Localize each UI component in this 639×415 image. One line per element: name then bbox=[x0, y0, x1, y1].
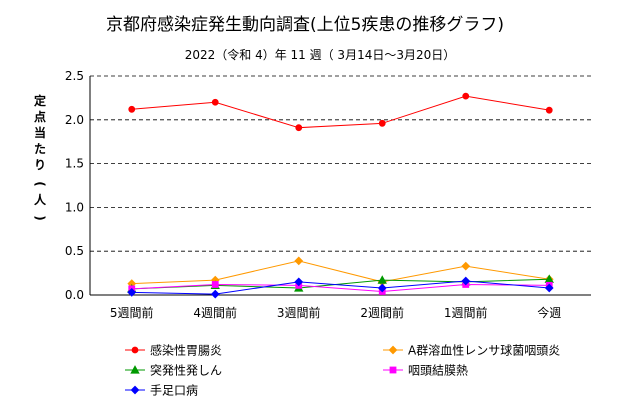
series-line bbox=[131, 260, 550, 285]
y-axis-label-char: 定 bbox=[34, 93, 46, 108]
x-tick-label: 5週間前 bbox=[110, 305, 154, 320]
series-line bbox=[131, 283, 550, 292]
legend-marker bbox=[389, 366, 397, 374]
legend-label: 咽頭結膜熱 bbox=[408, 364, 468, 378]
data-point bbox=[461, 276, 471, 286]
data-point bbox=[461, 261, 471, 271]
y-axis-label-char: 点 bbox=[34, 109, 46, 124]
chart-subtitle: 2022（令和 4）年 11 週（ 3月14日〜3月20日） bbox=[185, 47, 456, 62]
y-axis-label-char: た bbox=[34, 142, 46, 156]
y-axis-label-char: ( bbox=[33, 181, 47, 186]
data-point bbox=[211, 98, 219, 106]
data-point bbox=[294, 277, 304, 287]
legend-label: 突発性発しん bbox=[150, 363, 222, 378]
data-point bbox=[377, 283, 387, 293]
y-tick-label: 1.0 bbox=[65, 200, 84, 214]
data-point bbox=[128, 105, 136, 113]
data-point bbox=[378, 119, 386, 127]
data-point bbox=[294, 256, 304, 266]
series-line bbox=[131, 95, 550, 129]
y-tick-label: 1.5 bbox=[65, 157, 84, 171]
data-point bbox=[295, 124, 303, 132]
y-axis-label-char: 当 bbox=[34, 125, 46, 140]
y-tick-label: 0.0 bbox=[65, 288, 84, 302]
data-point bbox=[127, 288, 137, 297]
y-axis-label-char: 人 bbox=[34, 192, 47, 207]
data-point bbox=[210, 289, 220, 299]
legend-marker bbox=[388, 345, 398, 355]
chart-title: 京都府感染症発生動向調査(上位5疾患の推移グラフ) bbox=[106, 15, 504, 35]
data-point bbox=[545, 106, 553, 114]
legend-label: A群溶血性レンサ球菌咽頭炎 bbox=[408, 343, 560, 358]
x-tick-label: 4週間前 bbox=[193, 305, 237, 320]
series-line bbox=[131, 278, 550, 290]
x-tick-label: 今週 bbox=[537, 305, 561, 320]
data-point bbox=[211, 281, 219, 288]
y-tick-label: 2.0 bbox=[65, 113, 84, 127]
legend-marker bbox=[131, 346, 139, 354]
data-point bbox=[377, 275, 387, 284]
y-axis-label-char: り bbox=[34, 158, 46, 172]
x-tick-label: 1週間前 bbox=[444, 305, 488, 320]
x-tick-label: 2週間前 bbox=[360, 305, 404, 320]
y-tick-label: 2.5 bbox=[65, 69, 84, 83]
y-tick-label: 0.5 bbox=[65, 244, 84, 258]
legend-label: 感染性胃腸炎 bbox=[150, 343, 222, 358]
legend-marker bbox=[130, 365, 140, 374]
data-point bbox=[544, 283, 554, 293]
plot-area: 0.0 0.5 1.0 1.5 2.0 2.5 5週間前 4週間前 3週間前 2週間前 1週間前 今週 bbox=[65, 69, 591, 320]
y-axis-label-char: ) bbox=[33, 215, 47, 220]
legend-marker bbox=[130, 385, 140, 395]
series-line bbox=[131, 280, 550, 295]
data-point bbox=[462, 92, 470, 100]
x-tick-label: 3週間前 bbox=[277, 305, 321, 320]
legend-label: 手足口病 bbox=[150, 383, 198, 398]
